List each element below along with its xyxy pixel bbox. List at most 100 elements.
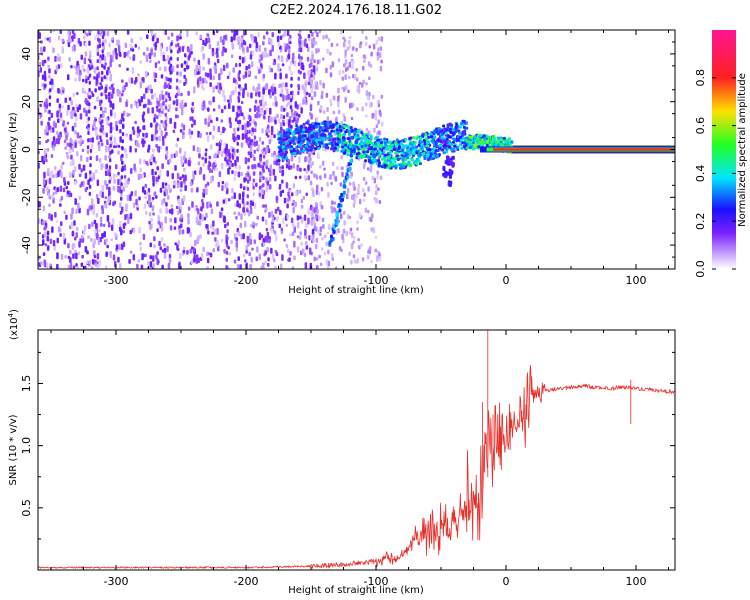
heatmap-cell <box>280 88 284 95</box>
heatmap-cell <box>410 157 414 161</box>
heatmap-cell <box>412 148 416 152</box>
heatmap-cell <box>179 202 183 208</box>
heatmap-cell <box>496 143 500 147</box>
heatmap-cell <box>182 195 186 202</box>
heatmap-cell <box>355 156 359 160</box>
heatmap-cell <box>362 198 366 202</box>
heatmap-cell <box>230 30 234 33</box>
heatmap-cell <box>237 113 240 118</box>
heatmap-cell <box>117 39 120 46</box>
heatmap-cell <box>186 250 189 255</box>
heatmap-cell <box>301 248 305 254</box>
heatmap-cell <box>448 145 452 149</box>
heatmap-cell <box>396 158 400 161</box>
heatmap-cell <box>252 178 256 183</box>
heatmap-cell <box>67 264 71 269</box>
heatmap-cell <box>207 121 210 127</box>
heatmap-cell <box>87 116 91 121</box>
heatmap-cell <box>356 220 359 225</box>
y-tick-label: 0 <box>20 146 33 153</box>
heatmap-cell <box>48 36 52 43</box>
heatmap-cell <box>197 235 200 242</box>
heatmap-cell <box>453 144 457 148</box>
heatmap-cell <box>156 258 159 266</box>
heatmap-cell <box>88 184 92 189</box>
heatmap-cell <box>299 167 302 172</box>
heatmap-cell <box>333 201 336 205</box>
heatmap-cell <box>153 191 157 197</box>
heatmap-cell <box>74 166 77 172</box>
heatmap-cell <box>277 41 281 47</box>
heatmap-cell <box>383 141 387 145</box>
heatmap-cell <box>42 178 46 185</box>
heatmap-cell <box>220 119 224 123</box>
heatmap-cell <box>231 170 234 175</box>
heatmap-cell <box>68 148 72 154</box>
heatmap-cell <box>401 159 405 163</box>
heatmap-cell <box>152 263 156 269</box>
heatmap-cell <box>344 59 348 65</box>
heatmap-cell <box>246 187 250 191</box>
heatmap-cell <box>397 146 401 150</box>
heatmap-cell <box>236 127 240 132</box>
heatmap-cell <box>265 227 269 232</box>
heatmap-cell <box>356 107 359 112</box>
heatmap-cell <box>297 140 301 144</box>
heatmap-cell <box>284 151 288 154</box>
heatmap-cell <box>423 142 427 146</box>
heatmap-cell <box>98 144 101 152</box>
heatmap-cell <box>151 168 154 176</box>
heatmap-cell <box>238 165 241 170</box>
heatmap-cell <box>95 129 98 136</box>
heatmap-cell <box>57 64 61 70</box>
heatmap-cell <box>256 215 259 220</box>
heatmap-cell <box>96 59 99 64</box>
heatmap-cell <box>179 147 182 154</box>
heatmap-cell <box>449 171 453 176</box>
heatmap-cell <box>346 46 350 51</box>
heatmap-cell <box>315 214 318 219</box>
heatmap-cell <box>182 249 186 254</box>
heatmap-cell <box>212 96 215 103</box>
heatmap-cell <box>55 65 59 72</box>
heatmap-cell <box>118 90 121 95</box>
heatmap-cell <box>159 146 163 150</box>
heatmap-cell <box>86 208 90 216</box>
heatmap-cell <box>273 230 277 235</box>
heatmap-cell <box>348 36 352 40</box>
heatmap-cell <box>374 236 378 240</box>
heatmap-cell <box>142 118 145 123</box>
heatmap-cell <box>167 262 171 269</box>
heatmap-cell <box>298 40 301 45</box>
heatmap-cell <box>82 164 86 171</box>
heatmap-cell <box>108 155 111 159</box>
heatmap-cell <box>164 93 167 100</box>
heatmap-cell <box>330 182 333 186</box>
heatmap-cell <box>207 116 211 123</box>
heatmap-cell <box>130 191 133 196</box>
heatmap-cell <box>262 242 266 247</box>
heatmap-cell <box>343 151 347 155</box>
heatmap-cell <box>338 69 341 76</box>
heatmap-cell <box>440 135 444 139</box>
heatmap-cell <box>94 229 97 234</box>
heatmap-cell <box>379 175 383 180</box>
heatmap-cell <box>281 63 285 67</box>
heatmap-cell <box>384 143 388 147</box>
heatmap-cell <box>298 113 301 118</box>
heatmap-cell <box>449 148 453 151</box>
heatmap-cell <box>368 91 371 97</box>
heatmap-cell <box>286 30 290 37</box>
heatmap-cell <box>241 197 245 204</box>
heatmap-cell <box>431 138 435 142</box>
heatmap-cell <box>67 74 70 81</box>
heatmap-cell <box>368 146 372 149</box>
heatmap-cell <box>379 46 383 51</box>
heatmap-cell <box>88 191 91 196</box>
heatmap-cell <box>439 129 443 133</box>
heatmap-cell <box>176 244 179 251</box>
heatmap-cell <box>100 222 103 227</box>
heatmap-cell <box>209 203 212 208</box>
heatmap-cell <box>202 66 205 71</box>
heatmap-cell <box>95 76 99 82</box>
